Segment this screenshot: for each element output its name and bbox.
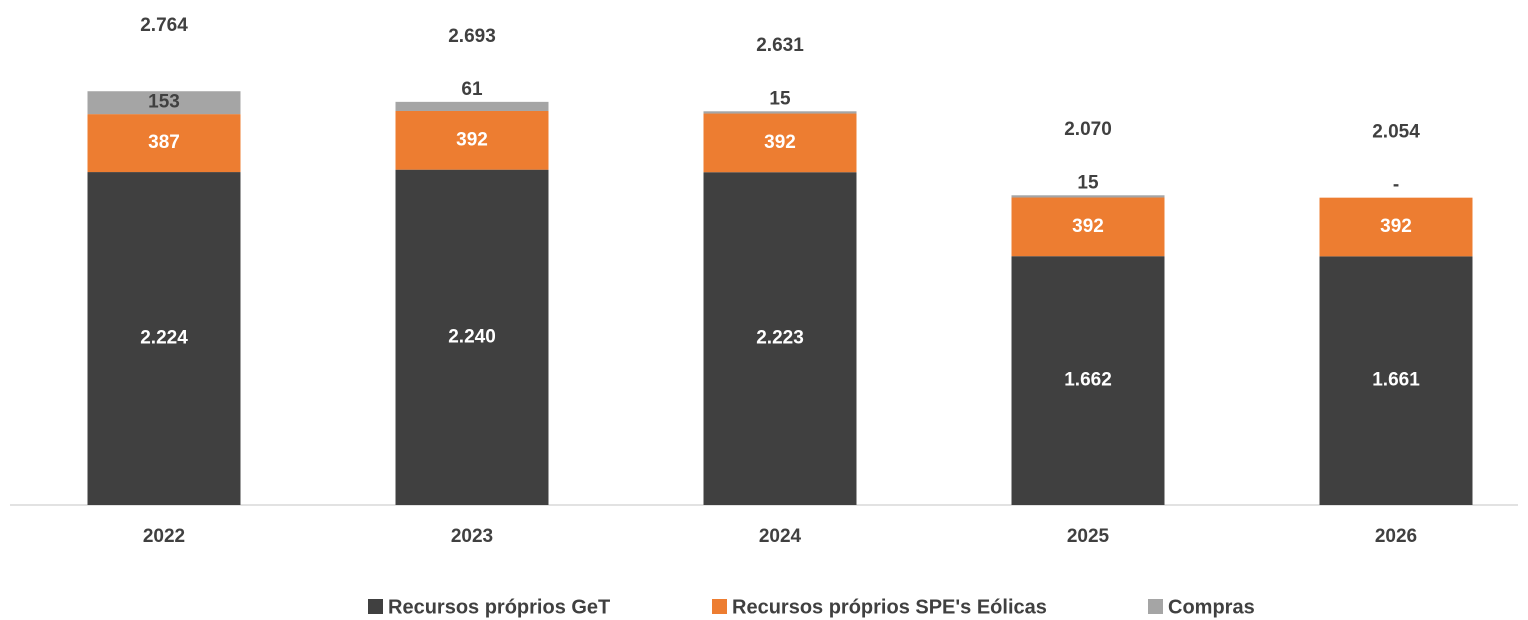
legend-text: Recursos próprios SPE's Eólicas: [732, 596, 1047, 618]
data-label: 1.661: [1372, 370, 1420, 391]
data-label: 392: [1072, 216, 1104, 237]
bar-segment: [703, 113, 857, 173]
data-label: 15: [769, 88, 791, 109]
bar-segment: [703, 172, 857, 505]
x-tick-label: 2026: [1375, 526, 1417, 547]
bar-segment: [1319, 256, 1473, 505]
data-label: -: [1393, 175, 1399, 196]
bar-segment: [87, 91, 241, 115]
data-label: 387: [148, 132, 180, 153]
bar-segment: [395, 169, 549, 505]
data-label: 2.223: [756, 328, 804, 349]
x-tick-label: 2023: [451, 526, 493, 547]
total-label: 2.693: [448, 26, 496, 47]
legend-text: Compras: [1168, 596, 1255, 618]
data-label: 2.240: [448, 326, 496, 347]
bar-segment: [87, 114, 241, 173]
x-tick-label: 2022: [143, 526, 185, 547]
total-label: 2.054: [1372, 122, 1420, 143]
bar-segment: [1011, 197, 1165, 257]
bar-segment: [1011, 195, 1165, 198]
bar-segment: [703, 111, 857, 114]
x-tick-label: 2025: [1067, 526, 1110, 547]
data-label: 15: [1077, 172, 1099, 193]
total-label: 2.764: [140, 15, 188, 36]
x-tick-label: 2024: [759, 526, 802, 547]
bar-segment: [87, 172, 241, 505]
data-label: 392: [764, 132, 796, 153]
total-label: 2.631: [756, 35, 804, 56]
total-label: 2.070: [1064, 119, 1112, 140]
legend-swatch: [368, 599, 383, 614]
legend-swatch: [712, 599, 727, 614]
data-label: 392: [456, 129, 488, 150]
legend-swatch: [1148, 599, 1163, 614]
data-label: 2.224: [140, 328, 188, 349]
data-label: 392: [1380, 216, 1412, 237]
legend-text: Recursos próprios GeT: [388, 596, 610, 618]
data-label: 153: [148, 92, 180, 113]
bar-segment: [395, 110, 549, 170]
bar-segment: [1319, 197, 1473, 257]
bar-segment: [395, 101, 549, 111]
bar-segment: [1011, 256, 1165, 505]
data-label: 1.662: [1064, 370, 1112, 391]
data-label: 61: [461, 79, 483, 100]
